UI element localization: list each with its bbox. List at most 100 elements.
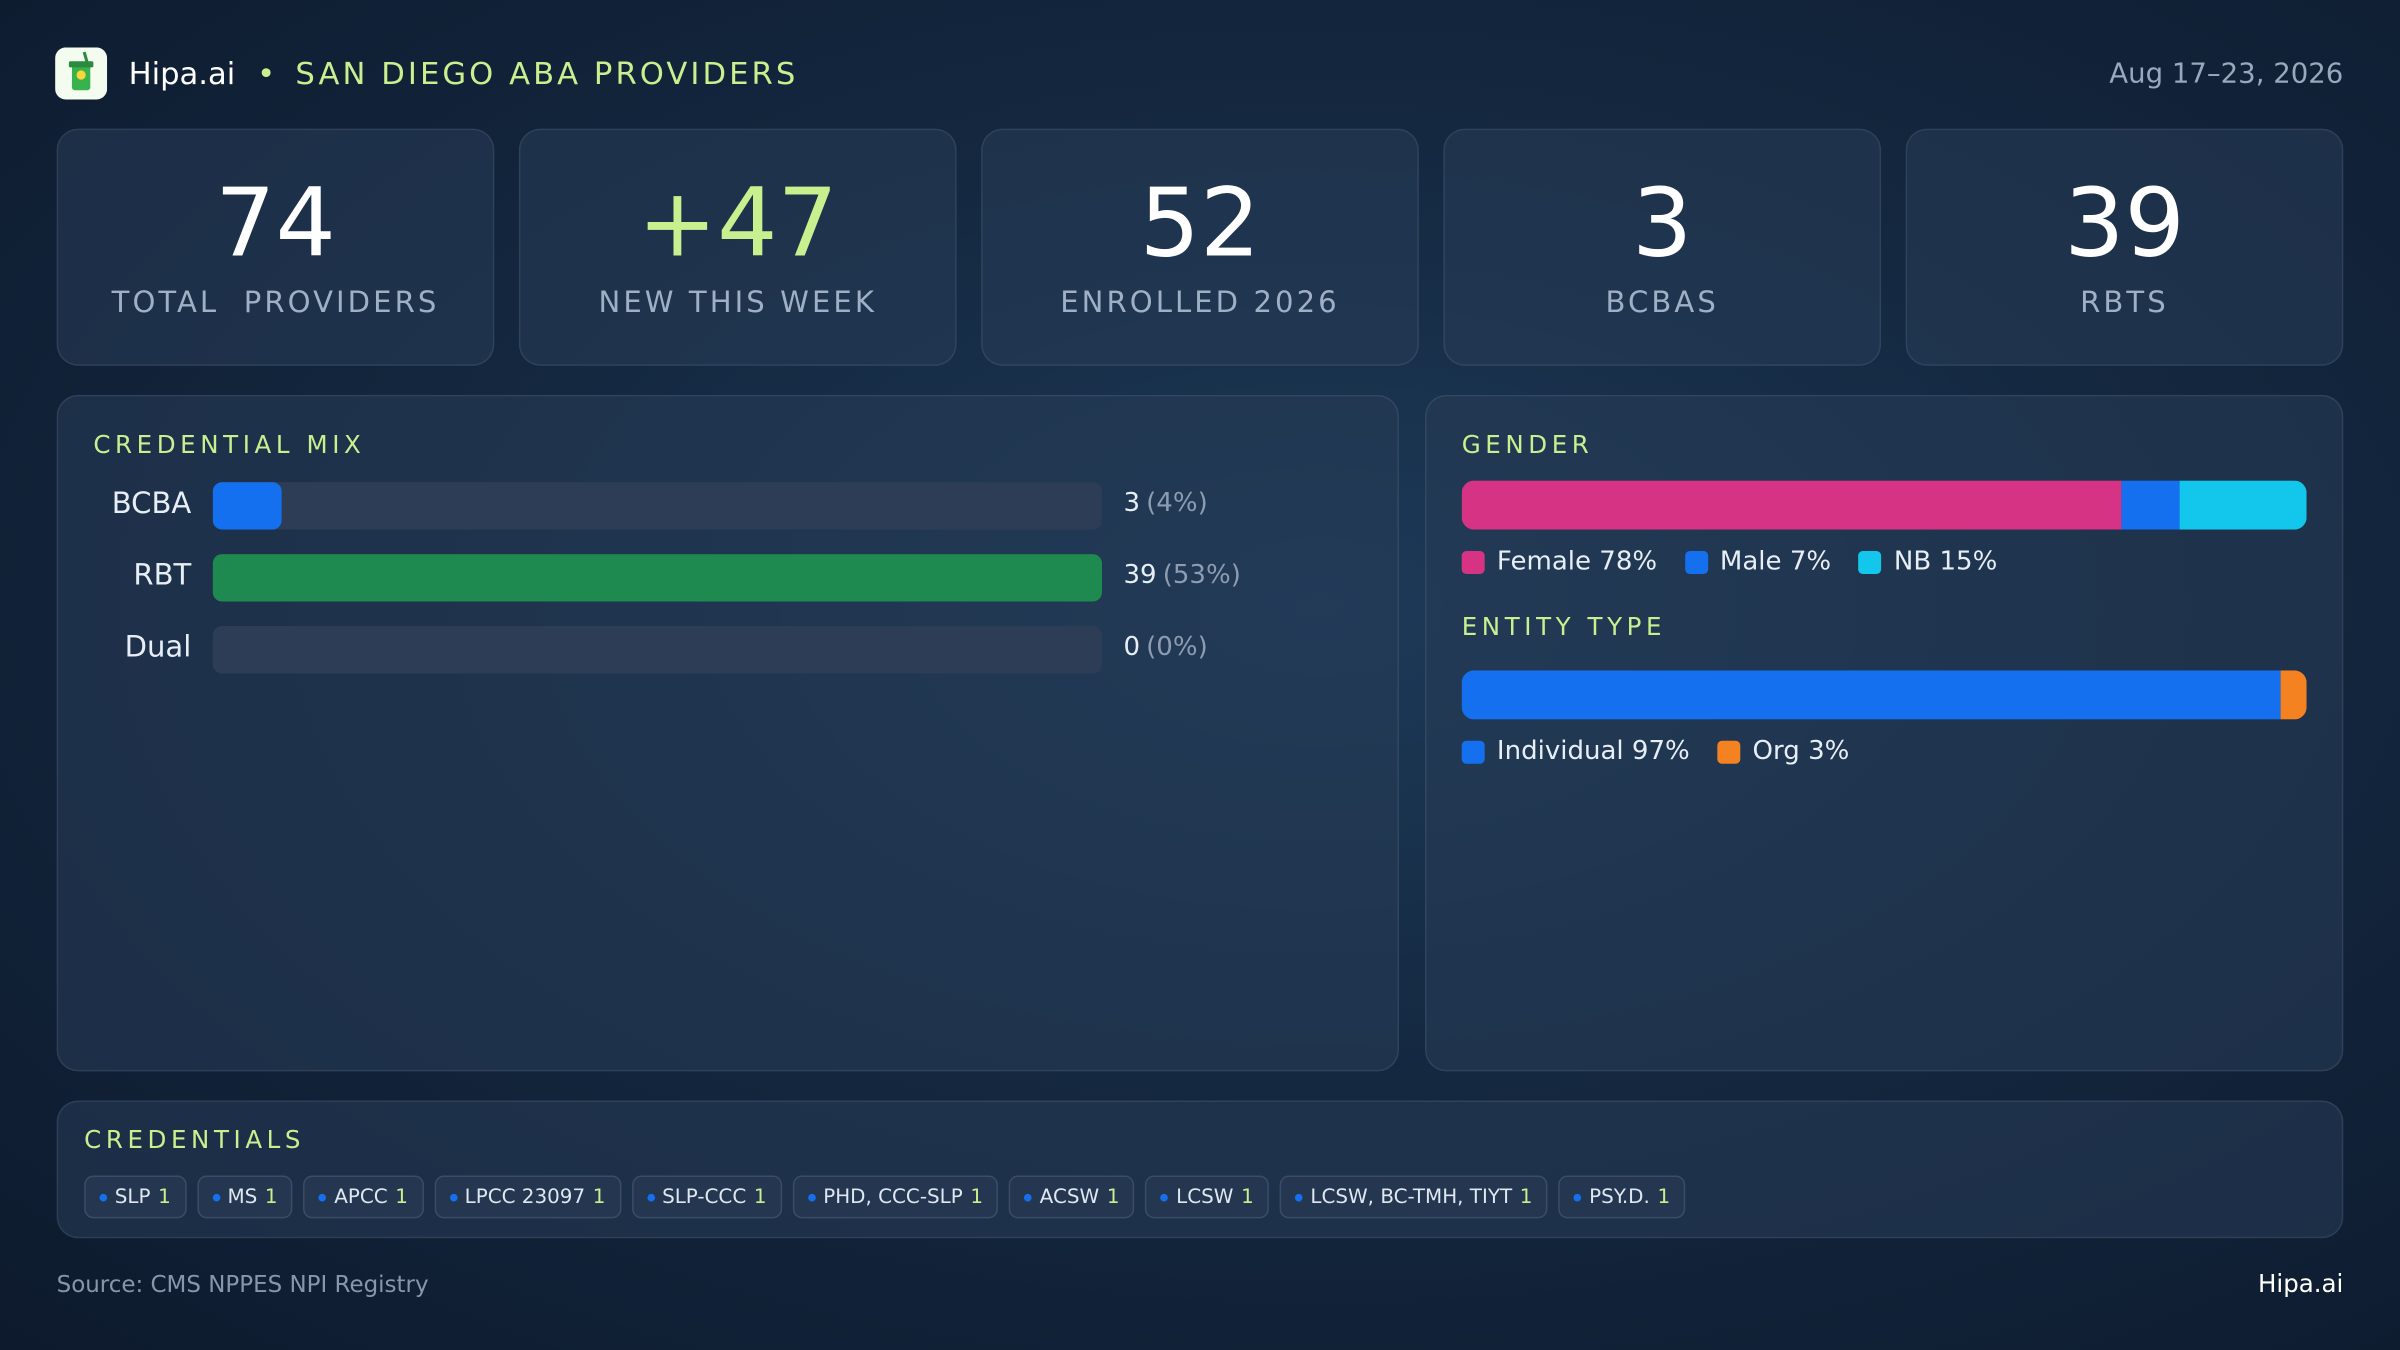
chip-dot bbox=[318, 1193, 327, 1201]
kpi-value: +47 bbox=[637, 166, 838, 279]
chip-count: 1 bbox=[753, 1185, 767, 1209]
segment bbox=[2120, 480, 2180, 530]
entity-bar bbox=[1461, 670, 2307, 720]
chip-count: 1 bbox=[1106, 1185, 1120, 1209]
legend-swatch bbox=[1461, 550, 1485, 574]
value-label: 0 bbox=[1123, 632, 1141, 663]
chip-name: APCC bbox=[334, 1185, 388, 1209]
chip-name: LCSW, BC-TMH, TIYT bbox=[1310, 1185, 1513, 1209]
chip-name: ACSW bbox=[1039, 1185, 1100, 1209]
legend-item: Org 3% bbox=[1717, 736, 1849, 767]
chip-count: 1 bbox=[395, 1185, 408, 1209]
kpi-label: NEW THIS WEEK bbox=[598, 286, 877, 320]
legend-value: 97% bbox=[1631, 736, 1690, 767]
date-range: Aug 17–23, 2026 bbox=[2109, 58, 2344, 91]
logo bbox=[55, 47, 108, 100]
bar-value: 3 (4%) bbox=[1123, 488, 1207, 519]
legend-item: Female 78% bbox=[1461, 546, 1658, 578]
legend-name: Org bbox=[1752, 736, 1800, 767]
chip-count: 1 bbox=[1519, 1185, 1533, 1209]
legend-value: 7% bbox=[1789, 546, 1832, 578]
kpi-value: 3 bbox=[1632, 166, 1693, 279]
chip-count: 1 bbox=[1657, 1185, 1671, 1209]
chip-name: SLP-CCC bbox=[662, 1185, 747, 1209]
percent-label: (0%) bbox=[1146, 632, 1208, 663]
legend-text: Org 3% bbox=[1753, 736, 1850, 767]
chip-count: 1 bbox=[592, 1185, 606, 1209]
legend-name: Male bbox=[1719, 546, 1782, 578]
brand: Hipa.ai bbox=[128, 55, 236, 92]
chip-dot bbox=[1024, 1193, 1033, 1201]
kpi-label: TOTAL PROVIDERS bbox=[111, 286, 440, 320]
bar bbox=[212, 554, 1103, 602]
kpi-value: 74 bbox=[215, 166, 336, 279]
chip-name: LCSW bbox=[1176, 1185, 1234, 1209]
chip-count: 1 bbox=[158, 1185, 171, 1209]
value-label: 39 bbox=[1123, 560, 1157, 591]
section-title: GENDER bbox=[1461, 430, 1594, 460]
credential-chip: MS 1 bbox=[196, 1175, 293, 1219]
section-title: ENTITY TYPE bbox=[1461, 612, 1667, 642]
legend-name: Individual bbox=[1496, 736, 1624, 767]
legend-swatch bbox=[1461, 740, 1485, 764]
chip-dot bbox=[212, 1193, 220, 1201]
bar-track bbox=[212, 626, 1103, 674]
kpi-value: 39 bbox=[2064, 166, 2185, 279]
kpi-card: 3 BCBAS bbox=[1443, 128, 1882, 366]
chip-count: 1 bbox=[970, 1185, 984, 1209]
legend-swatch bbox=[1717, 740, 1741, 764]
source: Source: CMS NPPES NPI Registry bbox=[56, 1270, 429, 1298]
legend-text: NB 15% bbox=[1894, 546, 1997, 577]
kpi-label: RBTS bbox=[2080, 286, 2169, 320]
segment bbox=[1461, 480, 2121, 530]
credential-chip: LCSW, BC-TMH, TIYT 1 bbox=[1279, 1175, 1548, 1219]
segment bbox=[2179, 480, 2307, 530]
chip-name: PHD, CCC-SLP bbox=[823, 1185, 963, 1209]
chip-dot bbox=[1160, 1193, 1169, 1201]
legend-swatch bbox=[1684, 550, 1708, 574]
credential-chips: SLP 1 MS 1 APCC 1 LPCC 23097 1 SLP-CCC 1 PHD, CCC-… bbox=[84, 1175, 1686, 1219]
bar-track bbox=[212, 482, 1103, 530]
kpi-label: BCBAS bbox=[1605, 286, 1719, 320]
legend-swatch bbox=[1858, 550, 1882, 574]
legend-item: NB 15% bbox=[1858, 546, 1997, 577]
footer-brand: Hipa.ai bbox=[2257, 1268, 2344, 1298]
legend-value: 15% bbox=[1939, 546, 1998, 578]
separator: • bbox=[257, 55, 276, 92]
row-label: BCBA bbox=[111, 486, 192, 521]
chip-dot bbox=[1295, 1193, 1303, 1201]
percent-label: (53%) bbox=[1162, 560, 1241, 591]
credential-chip: ACSW 1 bbox=[1009, 1175, 1135, 1219]
percent-label: (4%) bbox=[1146, 488, 1208, 519]
segment bbox=[2281, 670, 2307, 720]
chip-dot bbox=[807, 1193, 816, 1201]
legend-item: Male 7% bbox=[1684, 546, 1831, 577]
credential-chip: LPCC 23097 1 bbox=[433, 1175, 621, 1219]
legend-name: Female bbox=[1496, 546, 1592, 578]
entity-legend: Individual 97% Org 3% bbox=[1461, 736, 1849, 767]
credential-chip: APCC 1 bbox=[303, 1175, 424, 1219]
bar-track bbox=[212, 554, 1103, 602]
legend-item: Individual 97% bbox=[1461, 736, 1690, 767]
chip-count: 1 bbox=[1241, 1185, 1254, 1209]
chip-name: LPCC 23097 bbox=[464, 1185, 586, 1209]
chip-name: PSY.D. bbox=[1589, 1185, 1650, 1209]
legend-text: Male 7% bbox=[1720, 546, 1831, 577]
kpi-card: 74 TOTAL PROVIDERS bbox=[56, 128, 495, 366]
kpi-value: 52 bbox=[1139, 166, 1261, 279]
bar-value: 0 (0%) bbox=[1123, 632, 1207, 663]
section-title: CREDENTIALS bbox=[84, 1124, 306, 1155]
legend-text: Individual 97% bbox=[1497, 736, 1690, 767]
credential-chip: SLP-CCC 1 bbox=[631, 1175, 782, 1219]
value-label: 3 bbox=[1123, 488, 1141, 519]
bar-value: 39 (53%) bbox=[1123, 560, 1240, 591]
row-label: Dual bbox=[124, 630, 192, 665]
chip-name: SLP bbox=[114, 1185, 151, 1209]
credential-chip: PHD, CCC-SLP 1 bbox=[792, 1175, 999, 1219]
credential-chip: LCSW 1 bbox=[1145, 1175, 1270, 1219]
kpi-card: 52 ENROLLED 2026 bbox=[981, 128, 1419, 366]
kpi-label: ENROLLED 2026 bbox=[1060, 286, 1340, 320]
legend-value: 78% bbox=[1599, 546, 1658, 578]
